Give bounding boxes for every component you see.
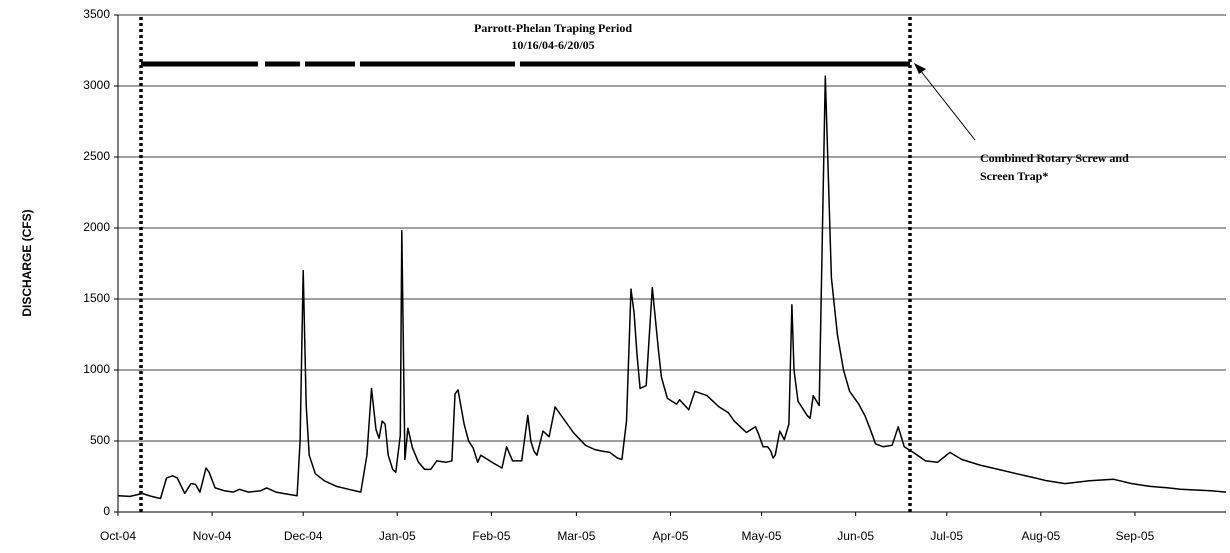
y-tick-label: 1000 [83, 362, 110, 376]
x-tick-label: Jul-05 [930, 529, 963, 543]
discharge-line [117, 75, 1227, 500]
y-axis-label: DISCHARGE (CFS) [20, 209, 34, 316]
x-tick-label: Apr-05 [652, 529, 688, 543]
period-dates: 10/16/04-6/20/05 [511, 38, 594, 52]
trap-annotation: Screen Trap* [980, 169, 1048, 183]
x-tick-label: Oct-04 [100, 529, 136, 543]
y-tick-label: 3500 [83, 7, 110, 21]
period-title: Parrott-Phelan Traping Period [474, 21, 632, 35]
y-tick-label: 2000 [83, 220, 110, 234]
x-tick-label: Sep-05 [1116, 529, 1155, 543]
x-tick-label: Jun-05 [837, 529, 874, 543]
x-tick-label: Dec-04 [284, 529, 323, 543]
x-tick-label: May-05 [742, 529, 782, 543]
arrow-head [914, 63, 926, 74]
y-tick-label: 500 [90, 433, 110, 447]
x-tick-label: Jan-05 [379, 529, 416, 543]
x-tick-label: Mar-05 [557, 529, 595, 543]
x-tick-label: Nov-04 [193, 529, 232, 543]
y-tick-label: 3000 [83, 78, 110, 92]
trap-annotation: Combined Rotary Screw and [980, 151, 1129, 165]
y-tick-label: 0 [103, 504, 110, 518]
y-tick-label: 2500 [83, 149, 110, 163]
annotation-arrow [919, 69, 976, 141]
y-tick-label: 1500 [83, 291, 110, 305]
x-tick-label: Feb-05 [472, 529, 510, 543]
x-tick-label: Aug-05 [1021, 529, 1060, 543]
